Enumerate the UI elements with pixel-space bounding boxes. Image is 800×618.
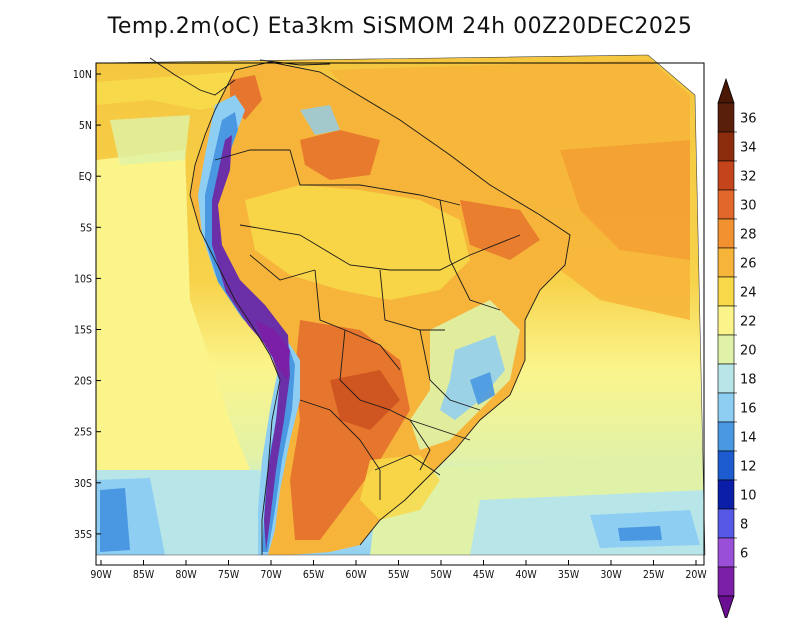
cold-tepui-region <box>300 105 340 135</box>
colorbar-swatch <box>717 102 735 133</box>
lon-label: 40W <box>515 569 537 581</box>
lon-label: 20W <box>685 569 707 581</box>
colorbar-swatch <box>717 508 735 539</box>
colorbar-label: 6 <box>740 547 748 562</box>
colorbar-top-arrow <box>717 77 735 104</box>
lon-label: 45W <box>473 569 495 581</box>
colorbar-swatch <box>717 334 735 365</box>
border-state-mg <box>419 329 481 411</box>
lon-label: 75W <box>218 569 240 581</box>
pacific-cool-patch <box>110 115 190 165</box>
colorbar-swatch <box>717 131 735 162</box>
lon-label: 35W <box>558 569 580 581</box>
longitude-axis: 90W 85W 80W 75W 70W 65W 60W 55W 50W 45W 40W 35W 30W 2… <box>90 560 707 581</box>
coldest-southeast-highlands <box>470 372 495 405</box>
border-state-ba <box>439 199 501 311</box>
border-brazil-north <box>239 224 521 271</box>
latitude-axis: 10N 5N EQ 5S 10S 15S 20S 25S 30S 35S <box>73 69 101 541</box>
colorbar-bottom-arrow <box>717 595 735 618</box>
border-guianas <box>289 149 461 206</box>
colorbar-label: 18 <box>740 373 757 388</box>
lat-label: 10N <box>73 69 92 81</box>
colorbar-swatch <box>717 392 735 423</box>
lat-label: 25S <box>74 427 92 439</box>
south-pacific-coldest <box>100 488 130 552</box>
colorbar-label: 12 <box>740 460 757 475</box>
pacific-coastline <box>189 69 281 555</box>
lon-label: 55W <box>388 569 410 581</box>
colorbar-swatch <box>717 305 735 336</box>
border-state-pr <box>409 419 471 441</box>
warmer-atlantic-region <box>560 140 690 260</box>
colorbar-swatch <box>717 421 735 452</box>
map-frame <box>95 62 705 566</box>
lat-label: 35S <box>74 529 92 541</box>
south-atlantic-cold-patch <box>618 526 662 541</box>
colorbar-label: 28 <box>740 228 757 243</box>
colorbar-swatch <box>717 189 735 220</box>
lon-label: 90W <box>90 569 112 581</box>
caribbean-coast <box>259 59 331 66</box>
lat-label: 15S <box>74 325 92 337</box>
colorbar-label: 30 <box>740 199 757 214</box>
lat-label: EQ <box>79 171 92 183</box>
colorbar-swatch <box>717 363 735 394</box>
colorbar-label: 24 <box>740 286 757 301</box>
colorbar-label: 26 <box>740 257 757 272</box>
colorbar-label: 16 <box>740 402 757 417</box>
lon-label: 30W <box>600 569 622 581</box>
colorbar-label: 20 <box>740 344 757 359</box>
lon-label: 65W <box>303 569 325 581</box>
border-state-mt <box>379 269 445 331</box>
colorbar-swatch <box>717 276 735 307</box>
lon-label: 85W <box>133 569 155 581</box>
colorbar-label: 8 <box>740 518 748 533</box>
lat-label: 5S <box>80 222 92 234</box>
lon-label: 25W <box>643 569 665 581</box>
lat-label: 5N <box>79 120 92 132</box>
lat-label: 30S <box>74 478 92 490</box>
colorbar-swatch <box>717 247 735 278</box>
colorbar-swatch <box>717 218 735 249</box>
border-argentina <box>299 399 381 500</box>
colorbar-label: 14 <box>740 431 757 446</box>
colorbar-swatch <box>717 160 735 191</box>
hottest-chaco-region <box>330 370 400 430</box>
central-america-coast <box>149 57 236 96</box>
map-domain <box>96 55 705 555</box>
colorbar-label: 32 <box>740 170 757 185</box>
border-peru <box>249 254 316 281</box>
colorbar-label: 10 <box>740 489 757 504</box>
hot-guiana-region <box>300 130 380 180</box>
lat-label: 10S <box>74 273 92 285</box>
colorbar: 36 34 32 30 28 26 24 22 20 18 16 14 12 10 8 6 <box>717 77 757 618</box>
political-borders <box>149 57 571 555</box>
border-colombia <box>214 149 290 161</box>
caribbean-region <box>96 70 260 110</box>
hot-northeast-region <box>460 200 540 260</box>
colorbar-swatch <box>717 537 735 568</box>
amazon-basin <box>245 185 470 300</box>
colorbar-label: 34 <box>740 141 757 156</box>
colorbar-label: 22 <box>740 315 757 330</box>
altiplano-cold-core <box>255 320 290 380</box>
lon-label: 50W <box>430 569 452 581</box>
lon-label: 80W <box>175 569 197 581</box>
border-uruguay <box>374 454 441 476</box>
colorbar-swatch <box>717 479 735 510</box>
lon-label: 70W <box>260 569 282 581</box>
lat-label: 20S <box>74 376 92 388</box>
pacific-region <box>96 150 250 470</box>
cold-southeast-highlands <box>440 335 505 420</box>
colorbar-swatch <box>717 450 735 481</box>
lon-label: 60W <box>345 569 367 581</box>
colorbar-label: 36 <box>740 112 757 127</box>
colorbar-swatch <box>717 566 735 597</box>
border-paraguay <box>339 329 431 471</box>
warm-atlantic-region <box>330 60 690 320</box>
map-title: Temp.2m(oC) Eta3km SiSMOM 24h 00Z20DEC20… <box>107 14 693 39</box>
